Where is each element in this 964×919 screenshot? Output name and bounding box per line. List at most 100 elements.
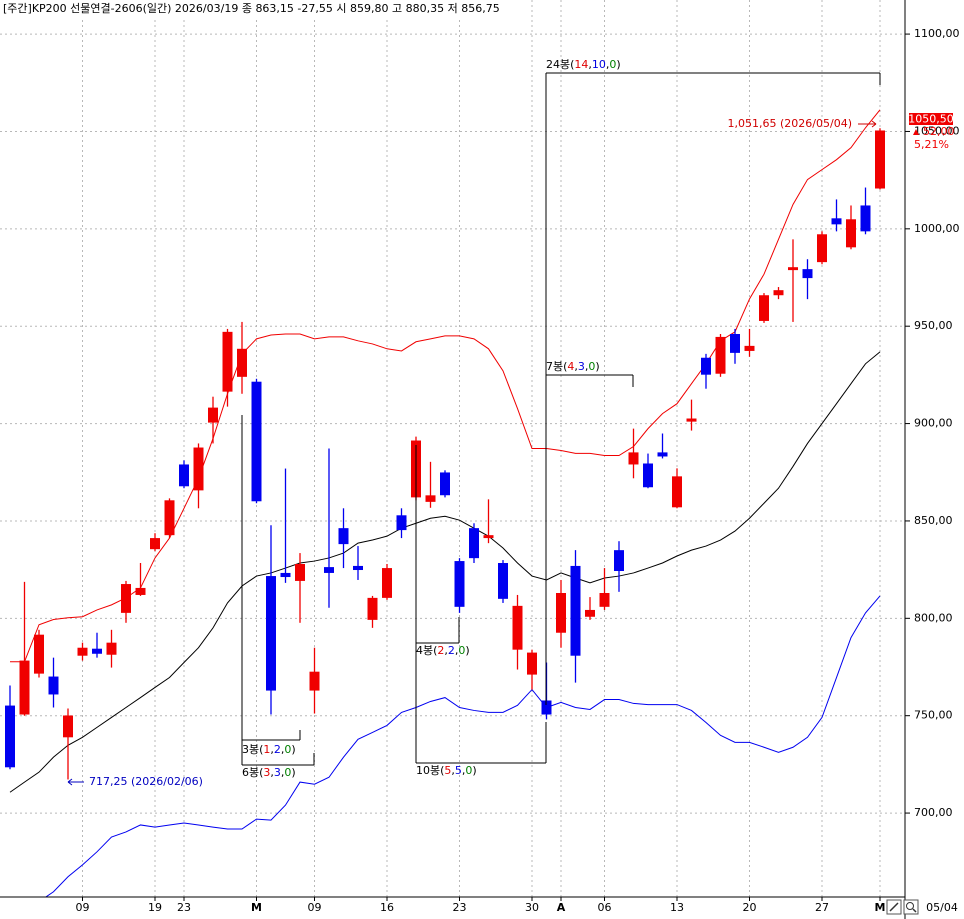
candle-body (208, 407, 218, 423)
pointer-head (871, 120, 877, 128)
candle-body (193, 447, 204, 491)
candle-body (135, 587, 146, 595)
punct: , (455, 644, 459, 657)
y-tick-label: 700,00 (914, 806, 953, 819)
candle-body (295, 563, 305, 581)
punct: ( (433, 644, 437, 657)
price-change: 52,00 (923, 125, 955, 138)
x-tick-label: 23 (177, 901, 191, 914)
candle-body (425, 495, 436, 502)
down-count: 2 (274, 743, 281, 756)
up-count: 1 (263, 743, 270, 756)
candle-body (121, 584, 131, 613)
up-triangle (913, 129, 919, 135)
candle-body (251, 381, 262, 502)
candle-body (788, 267, 798, 271)
grid (0, 0, 905, 897)
candle-body (179, 464, 189, 487)
punct: , (451, 764, 455, 777)
flat-count: 0 (458, 644, 465, 657)
candle-body (556, 593, 566, 633)
last-price: 1050,50 (908, 113, 954, 126)
candle-body (512, 605, 523, 650)
pointer-head (67, 778, 73, 786)
candle-body (875, 130, 885, 189)
punct: ) (616, 58, 620, 71)
up-count: 3 (263, 766, 270, 779)
candle-body (34, 634, 44, 674)
candle-body (396, 515, 407, 531)
candle-body (309, 671, 320, 691)
x-tick-label: 13 (670, 901, 684, 914)
count-label: 10봉 (416, 764, 440, 777)
annotations: 24봉(14,10,0)7봉(4,3,0)10봉(5,5,0)4봉(2,2,0)… (67, 58, 881, 788)
candle-body (48, 676, 59, 695)
candle-body (730, 333, 740, 353)
candle-body (715, 336, 726, 374)
bar-count-label: 10봉(5,5,0) (416, 764, 477, 777)
candle-body (643, 463, 653, 488)
y-tick-label: 900,00 (914, 417, 953, 430)
candle-body (106, 642, 117, 655)
up-count: 14 (574, 58, 588, 71)
count-label: 7봉 (546, 360, 563, 373)
up-count: 2 (437, 644, 444, 657)
candle-body (701, 357, 711, 375)
punct: , (444, 644, 448, 657)
punct: , (574, 360, 578, 373)
x-tick-label: 06 (598, 901, 612, 914)
punct: , (270, 743, 274, 756)
candle-body (614, 550, 624, 571)
candle-body (150, 538, 160, 550)
up-count: 5 (444, 764, 451, 777)
axes: 700,00750,00800,00850,00900,00950,001000… (76, 27, 960, 914)
candle-body (92, 648, 102, 654)
punct: ) (595, 360, 599, 373)
x-tick-label: 09 (76, 901, 90, 914)
candle-body (19, 660, 30, 715)
punct: , (606, 58, 610, 71)
punct: ( (563, 360, 567, 373)
candle-body (164, 500, 175, 536)
candle-body (817, 234, 827, 263)
x-tick-label: 30 (525, 901, 539, 914)
y-tick-label: 800,00 (914, 611, 953, 624)
punct: , (281, 766, 285, 779)
candle-body (686, 418, 697, 422)
candle-body (672, 476, 682, 508)
y-tick-label: 1050,00 (914, 124, 960, 137)
candle-body (324, 567, 334, 573)
count-label: 24봉 (546, 58, 570, 71)
high-annotation: 1,051,65 (2026/05/04) (728, 117, 852, 130)
candle-body (846, 219, 856, 248)
x-tick-label: 09 (308, 901, 322, 914)
up-count: 4 (567, 360, 574, 373)
punct: , (585, 360, 589, 373)
candle-body (759, 295, 769, 321)
count-label: 6봉 (242, 766, 259, 779)
candle-body (353, 565, 363, 571)
down-count: 5 (455, 764, 462, 777)
punct: ) (472, 764, 476, 777)
candle-body (628, 452, 639, 465)
bar-count-label: 7봉(4,3,0) (546, 360, 600, 373)
candle-body (570, 565, 581, 656)
flat-count: 0 (465, 764, 472, 777)
x-tick-label: 16 (380, 901, 394, 914)
low-annotation: 717,25 (2026/02/06) (89, 775, 203, 788)
punct: , (588, 58, 592, 71)
candle-body (599, 593, 610, 607)
candle-body (527, 652, 537, 675)
candle-body (454, 561, 465, 607)
candle-body (469, 528, 479, 559)
flat-count: 0 (588, 360, 595, 373)
date-label: 05/04 (926, 901, 958, 914)
down-count: 10 (592, 58, 606, 71)
flat-count: 0 (284, 766, 291, 779)
candle-body (222, 331, 233, 392)
candle-body (498, 563, 508, 599)
flat-count: 0 (609, 58, 616, 71)
punct: ) (291, 743, 295, 756)
x-tick-label: M (875, 901, 886, 914)
